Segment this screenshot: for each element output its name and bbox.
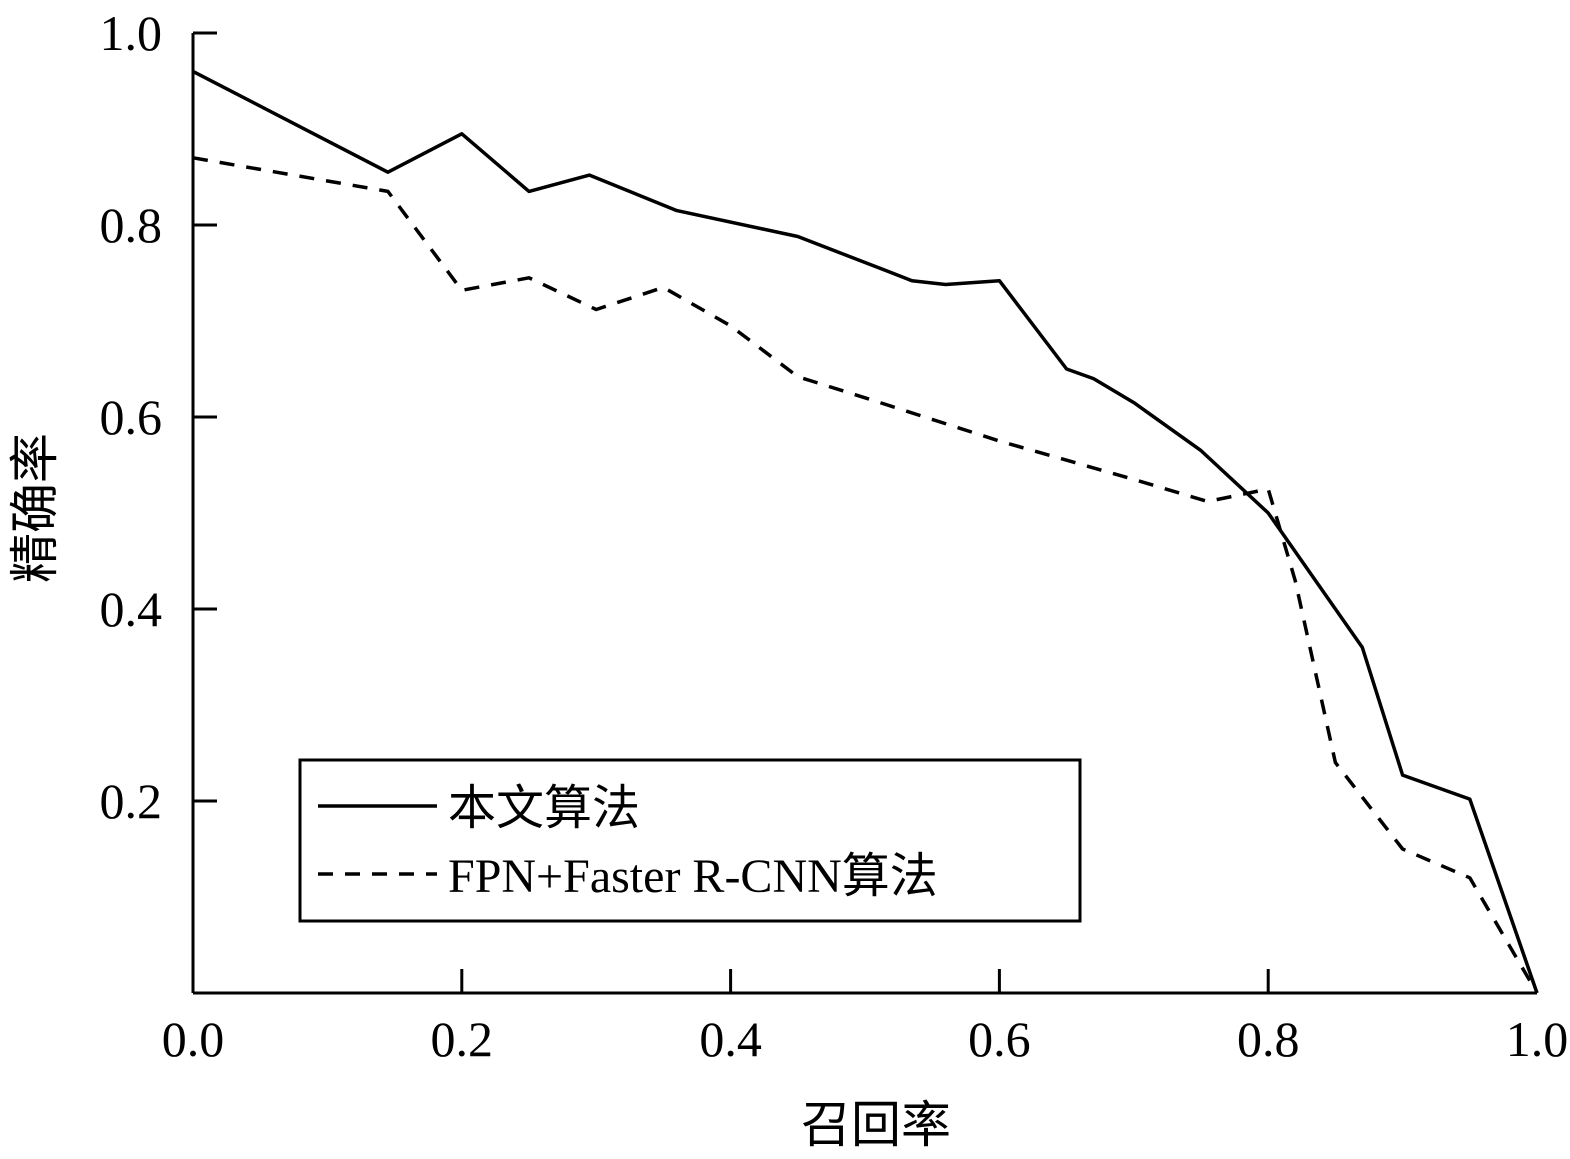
legend-box [298, 758, 1082, 923]
y-tick-label: 0.2 [100, 773, 163, 829]
legend: 本文算法 FPN+Faster R-CNN算法 [298, 758, 1082, 923]
y-ticks: 0.2 0.4 0.6 0.8 1.0 [100, 5, 217, 829]
x-tick-label: 0.0 [162, 1011, 225, 1067]
y-tick-label: 1.0 [100, 5, 163, 61]
x-ticks: 0.0 0.2 0.4 0.6 0.8 1.0 [162, 969, 1569, 1067]
y-tick-label: 0.8 [100, 197, 163, 253]
series-layer [192, 69, 1539, 994]
y-axis-title: 精确率 [6, 433, 64, 583]
series-line-proposed [192, 69, 1539, 994]
x-axis-title: 召回率 [801, 1096, 951, 1154]
y-tick-label: 0.6 [100, 389, 163, 445]
x-tick-label: 1.0 [1506, 1011, 1569, 1067]
y-tick-label: 0.4 [100, 581, 163, 637]
axes [191, 33, 1537, 995]
x-tick-label: 0.2 [431, 1011, 494, 1067]
x-tick-label: 0.4 [699, 1011, 762, 1067]
x-tick-label: 0.8 [1237, 1011, 1300, 1067]
x-tick-label: 0.6 [968, 1011, 1031, 1067]
legend-label-1: 本文算法 [448, 782, 640, 835]
series-line-fpn-faster-rcnn [192, 156, 1539, 994]
legend-label-2: FPN+Faster R-CNN算法 [448, 850, 938, 903]
